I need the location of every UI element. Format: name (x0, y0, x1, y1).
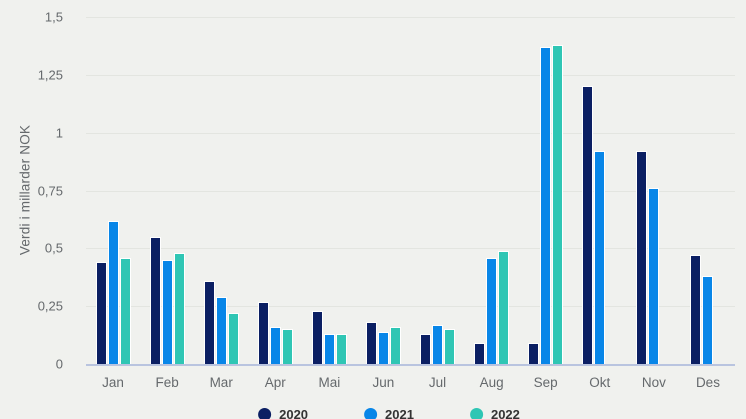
y-tick-label: 0,25 (37, 298, 63, 314)
x-label-Mar: Mar (209, 375, 233, 390)
y-tick-label: 1,5 (44, 9, 63, 25)
bar-2021-Jan[interactable] (108, 221, 119, 364)
gridline (86, 248, 735, 250)
y-tick-label: 1 (55, 125, 63, 141)
bar-2021-Apr[interactable] (270, 327, 281, 364)
bar-2022-Jun[interactable] (390, 327, 401, 364)
bar-2020-Des[interactable] (690, 255, 701, 364)
x-label-Aug: Aug (479, 375, 504, 390)
y-tick-label: 0 (55, 356, 63, 372)
x-label-Mai: Mai (318, 375, 341, 390)
bar-2021-Feb[interactable] (162, 260, 173, 364)
bar-2022-Apr[interactable] (282, 329, 293, 364)
bar-2022-Feb[interactable] (174, 253, 185, 364)
bar-2022-Sep[interactable] (552, 45, 563, 364)
bar-2021-Mar[interactable] (216, 297, 227, 364)
legend-label: 2021 (385, 407, 414, 419)
bar-2021-Des[interactable] (702, 276, 713, 364)
bar-2021-Nov[interactable] (648, 188, 659, 364)
legend-item-2021[interactable]: 2021 (364, 407, 414, 419)
legend: 2020 2021 2022 (258, 407, 520, 419)
bar-2020-Feb[interactable] (150, 237, 161, 364)
bar-2022-Mar[interactable] (228, 313, 239, 364)
bar-2022-Aug[interactable] (498, 251, 509, 364)
bar-2022-Jan[interactable] (120, 258, 131, 364)
gridline (86, 190, 735, 192)
x-label-Jan: Jan (102, 375, 124, 390)
bar-2022-Jul[interactable] (444, 329, 455, 364)
x-label-Jul: Jul (428, 375, 447, 390)
gridline (86, 17, 735, 18)
bar-2021-Aug[interactable] (486, 258, 497, 364)
bar-2020-Aug[interactable] (474, 343, 485, 364)
x-label-Des: Des (695, 375, 720, 390)
bar-2020-Apr[interactable] (258, 302, 269, 364)
bar-2021-Mai[interactable] (324, 334, 335, 364)
x-label-Jun: Jun (372, 375, 395, 390)
x-label-Okt: Okt (589, 375, 611, 390)
bar-2020-Sep[interactable] (528, 343, 539, 364)
legend-label: 2022 (490, 407, 520, 419)
x-label-Nov: Nov (641, 375, 666, 390)
legend-item-2020[interactable]: 2020 (258, 407, 308, 419)
legend-item-2022[interactable]: 2022 (469, 407, 520, 419)
bar-2021-Okt[interactable] (594, 151, 605, 364)
bar-2020-Mai[interactable] (312, 311, 323, 364)
y-tick-label: 0,75 (37, 183, 63, 198)
legend-marker-dot (258, 408, 272, 419)
bar-2020-Jul[interactable] (420, 334, 431, 364)
legend-marker-dot (469, 408, 483, 419)
bar-2020-Nov[interactable] (636, 151, 647, 364)
x-label-Apr: Apr (264, 375, 286, 390)
bar-2020-Jan[interactable] (96, 262, 107, 364)
y-tick-label: 1,25 (37, 67, 63, 83)
x-label-Sep: Sep (533, 375, 558, 390)
legend-marker-dot (364, 408, 378, 419)
bar-2020-Mar[interactable] (204, 281, 215, 364)
gridline (86, 74, 735, 76)
bar-2021-Sep[interactable] (540, 47, 551, 364)
gridline (86, 306, 735, 308)
x-axis-line (86, 364, 735, 366)
gridline (86, 132, 735, 134)
bar-2020-Okt[interactable] (582, 86, 593, 364)
x-label-Feb: Feb (155, 375, 179, 390)
bar-2020-Jun[interactable] (366, 322, 377, 364)
bar-2021-Jun[interactable] (378, 332, 389, 364)
bar-2021-Jul[interactable] (432, 325, 443, 364)
bar-2022-Mai[interactable] (336, 334, 347, 364)
legend-label: 2020 (279, 407, 309, 419)
y-tick-label: 0,5 (44, 240, 63, 256)
